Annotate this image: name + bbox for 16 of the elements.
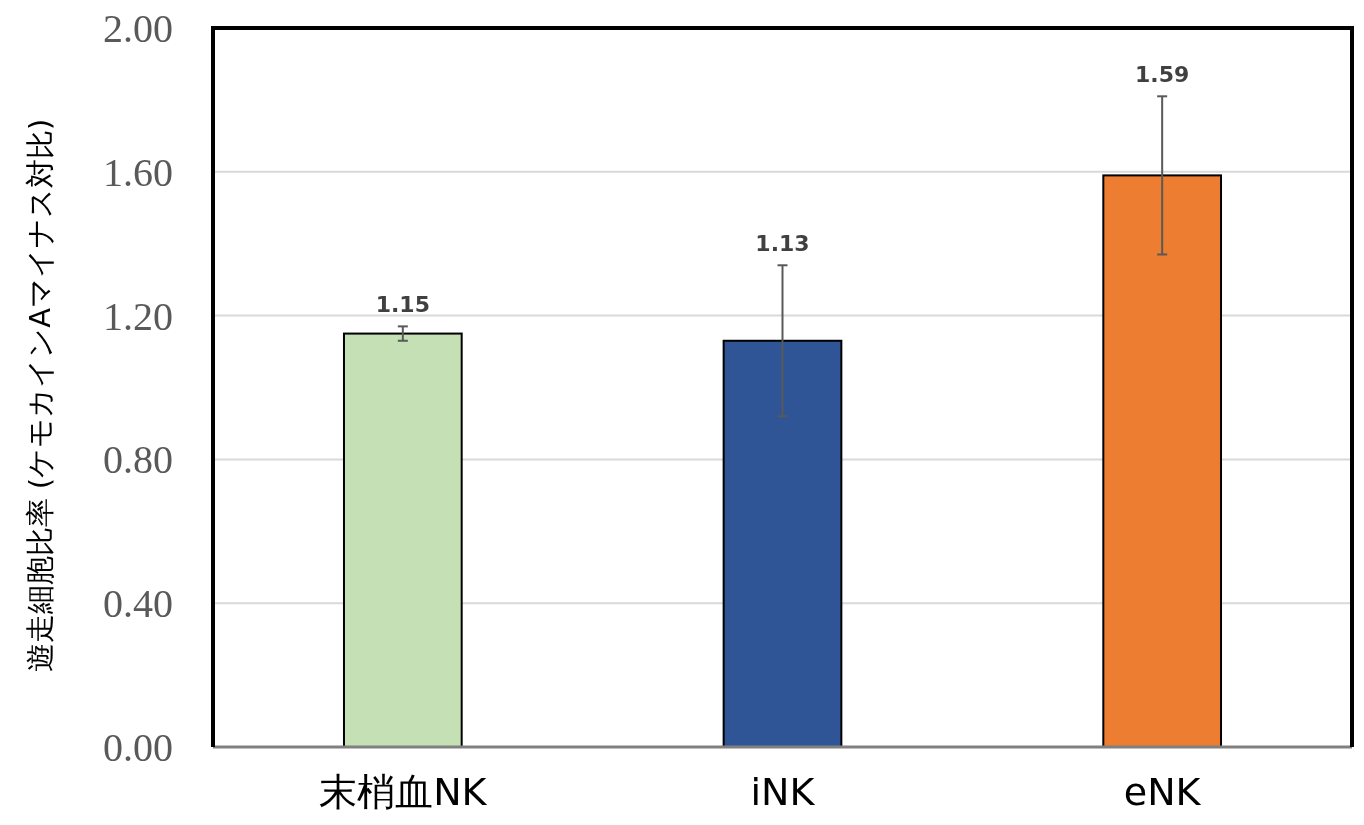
y-axis-title: 遊走細胞比率 (ケモカインAマイナス対比)	[23, 118, 57, 673]
x-tick-label: iNK	[750, 770, 816, 814]
annotation: 1.15	[375, 292, 430, 318]
annotation: 1.59	[1135, 62, 1190, 88]
y-tick-label: 2.00	[103, 6, 173, 51]
y-tick-label: 1.20	[103, 293, 173, 339]
bar	[1102, 174, 1223, 748]
annotation: 1.13	[755, 231, 810, 257]
bar	[342, 332, 463, 748]
y-tick-label: 1.60	[103, 149, 173, 195]
y-tick-label: 0.80	[103, 437, 173, 483]
bar	[722, 339, 843, 748]
y-tick-label: 0.40	[103, 581, 173, 627]
y-tick-label: 0.00	[103, 725, 173, 770]
x-tick-label: 末梢血NK	[319, 770, 488, 814]
x-tick-label: eNK	[1123, 770, 1202, 814]
